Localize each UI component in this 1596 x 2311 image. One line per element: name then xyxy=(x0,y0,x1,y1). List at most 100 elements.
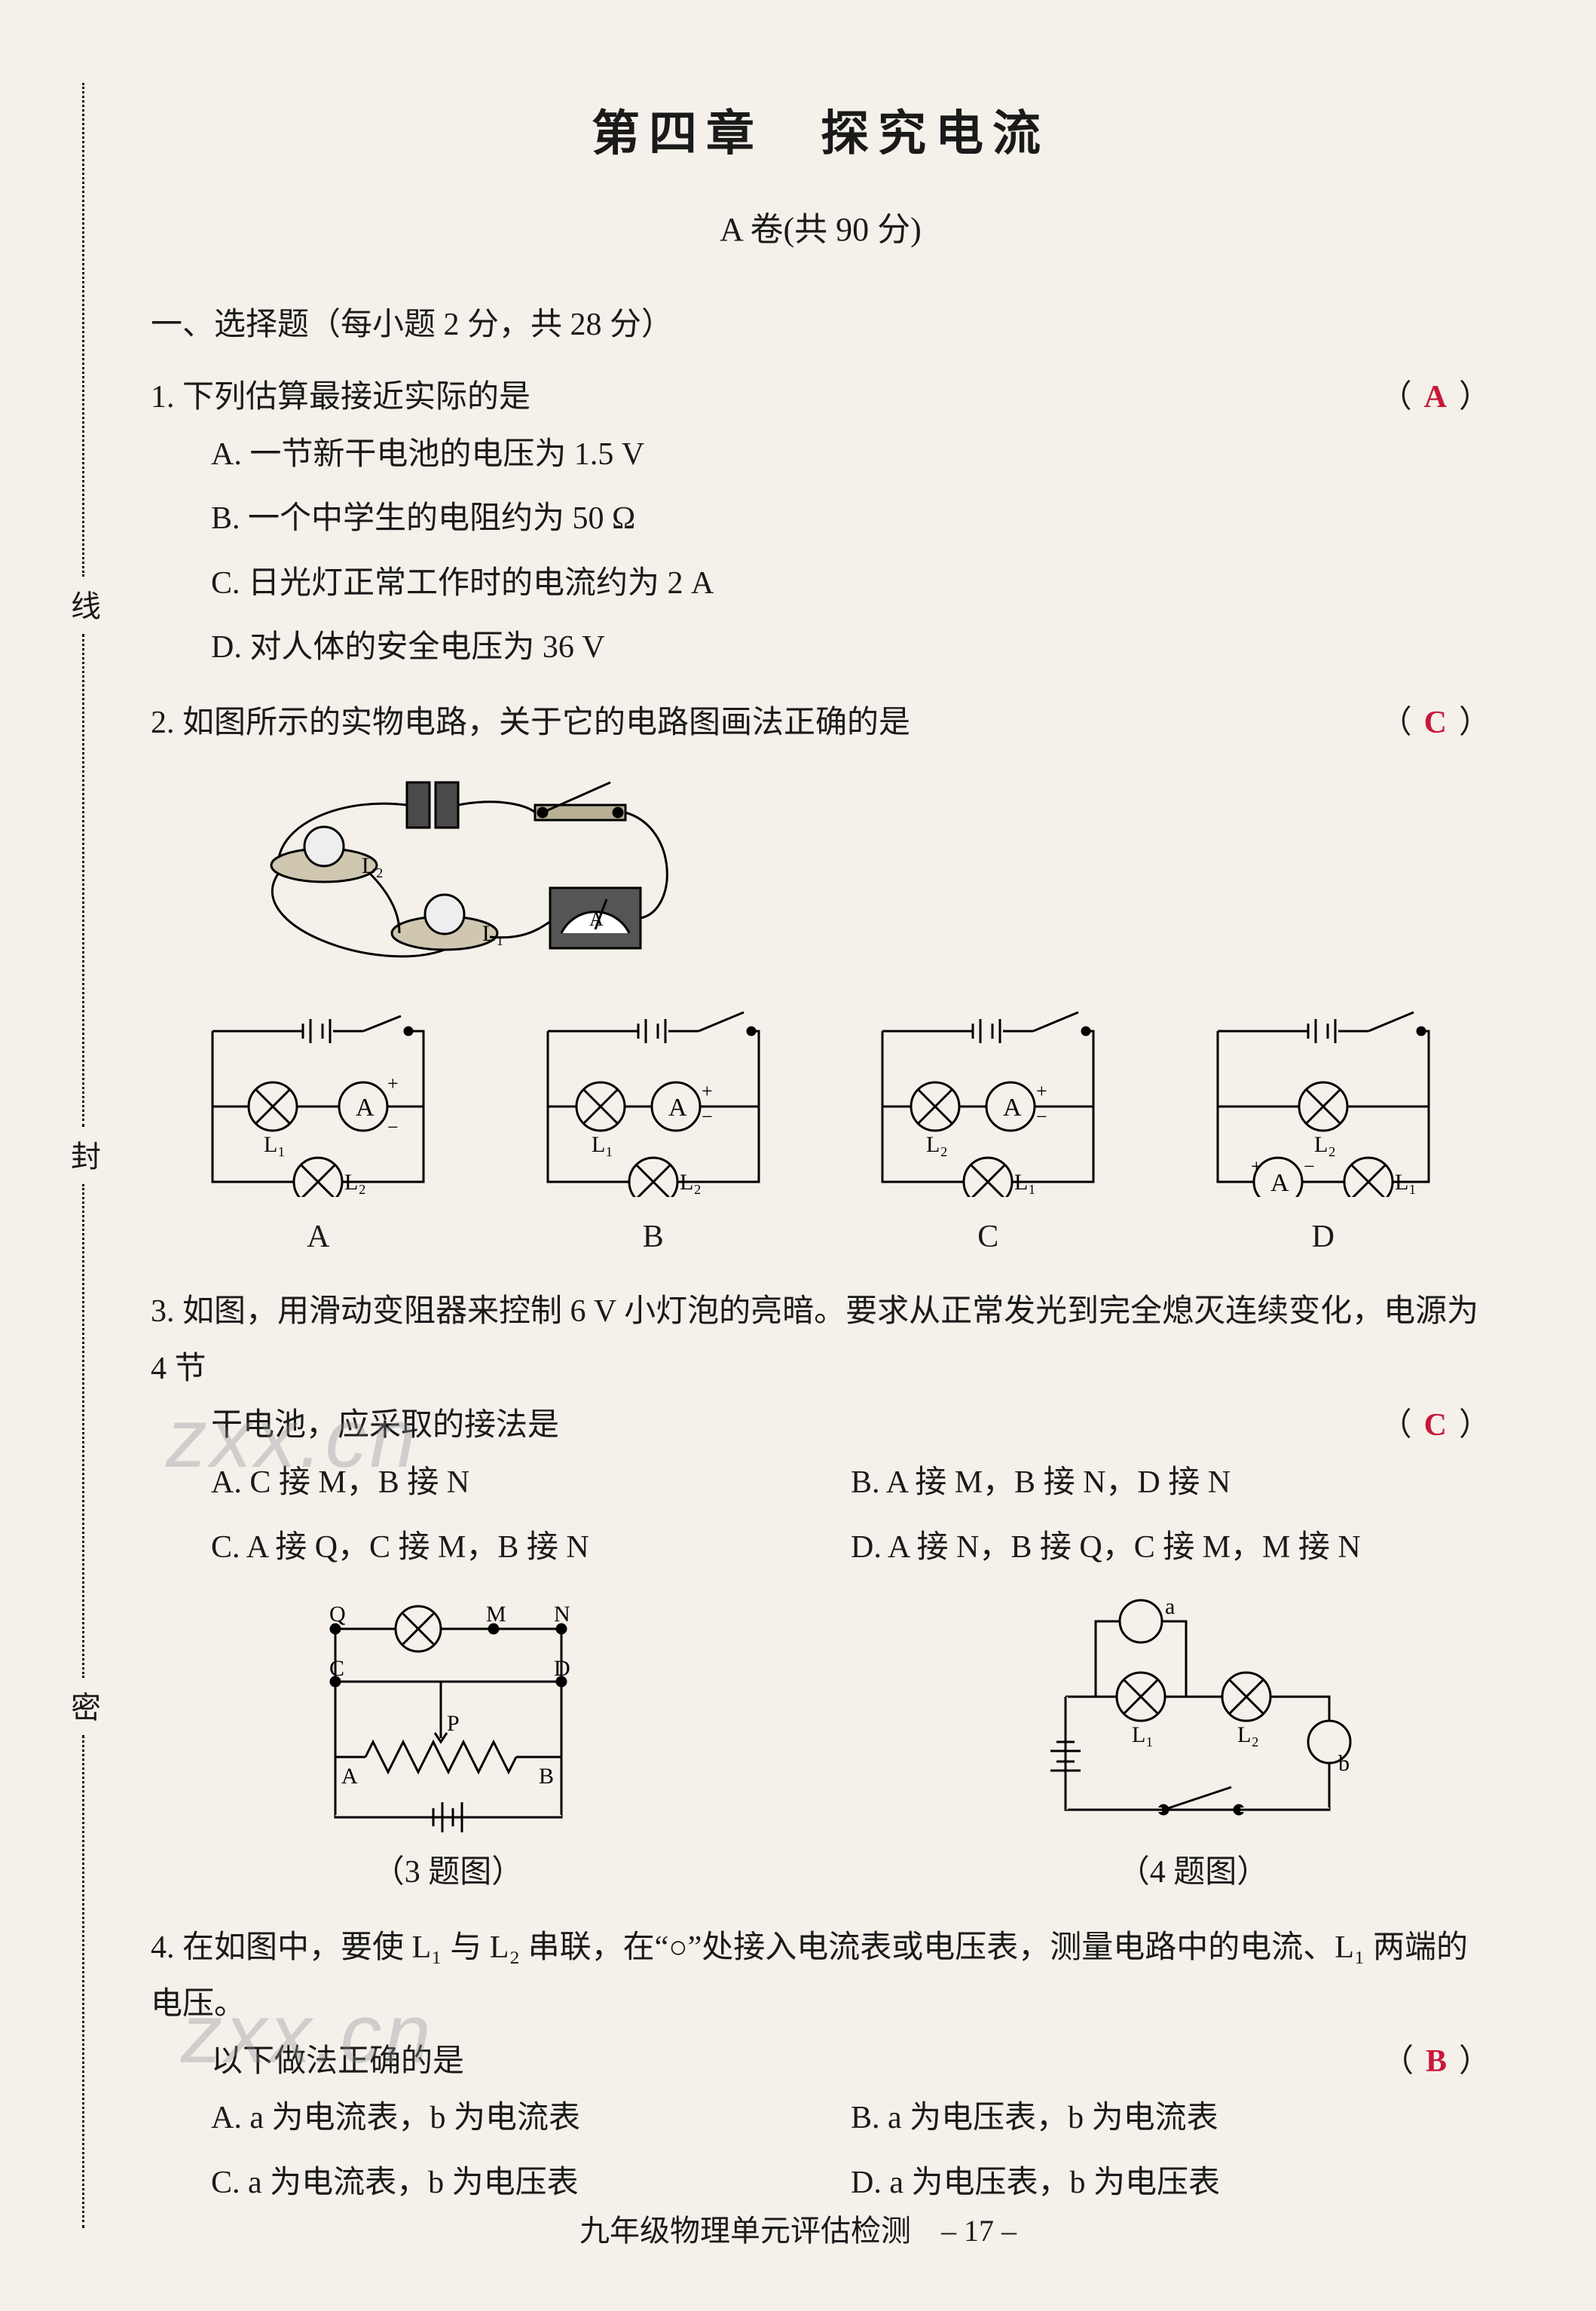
q3-figure: Q M N C D P xyxy=(151,1591,745,1902)
q4-opts-row1: A. a 为电流表，b 为电流表 B. a 为电压表，b 为电流表 xyxy=(151,2090,1491,2147)
svg-text:L₂: L₂ xyxy=(680,1170,702,1195)
binding-line xyxy=(82,83,84,577)
q2-answer-slot: （C） xyxy=(1380,695,1491,752)
q1-opt-a: A. 一节新干电池的电压为 1.5 V xyxy=(211,427,1491,484)
footer-text: 九年级物理单元评估检测 xyxy=(579,2214,911,2248)
q1-opt-b: B. 一个中学生的电阻约为 50 Ω xyxy=(211,491,1491,548)
q4-fig-label: （4 题图） xyxy=(1118,1844,1269,1902)
q2-answer: C xyxy=(1412,706,1459,740)
q2-label-a: A xyxy=(307,1209,329,1266)
q4-answer-slot: （B） xyxy=(1382,2034,1491,2091)
svg-text:+: + xyxy=(1251,1156,1262,1177)
circuit-d-svg: L₂ A + − L₁ xyxy=(1188,1001,1459,1197)
svg-text:−: − xyxy=(702,1106,713,1128)
svg-text:L₂: L₂ xyxy=(344,1170,366,1195)
binding-line xyxy=(82,634,84,1128)
q1-answer-slot: （A） xyxy=(1380,369,1491,427)
question-4: 4. 在如图中，要使 L₁ 与 L₂ 串联，在“○”处接入电流表或电压表，测量电… xyxy=(151,1920,1491,2212)
q2-diagram-d: L₂ A + − L₁ D xyxy=(1156,1001,1491,1266)
q3-opts-row2: C. A 接 Q，C 接 M，B 接 N D. A 接 N，B 接 Q，C 接 … xyxy=(151,1520,1491,1577)
question-2: 2. 如图所示的实物电路，关于它的电路图画法正确的是 （C） L₂ L₁ xyxy=(151,695,1491,1266)
svg-text:b: b xyxy=(1338,1751,1350,1776)
q3-answer: C xyxy=(1412,1408,1459,1443)
svg-text:A: A xyxy=(1003,1094,1022,1122)
svg-text:L₂: L₂ xyxy=(1237,1722,1259,1747)
q3-opt-d: D. A 接 N，B 接 Q，C 接 M，M 接 N xyxy=(851,1520,1491,1577)
svg-text:M: M xyxy=(486,1602,506,1627)
paper-subtitle: A 卷(共 90 分) xyxy=(151,200,1491,259)
q2-circuit-options: L₁ A + − L₂ A xyxy=(151,1001,1491,1266)
q1-answer: A xyxy=(1412,380,1459,415)
q3-circuit-svg: Q M N C D P xyxy=(290,1591,607,1832)
binding-line xyxy=(82,1184,84,1678)
q2-diagram-b: L₁ A + − L₂ B xyxy=(486,1001,821,1266)
q4-figure: L₁ L₂ a b xyxy=(896,1591,1491,1902)
svg-text:Q: Q xyxy=(329,1602,346,1627)
question-1: 1. 下列估算最接近实际的是 （A） A. 一节新干电池的电压为 1.5 V B… xyxy=(151,369,1491,677)
svg-text:a: a xyxy=(1165,1594,1175,1619)
svg-text:−: − xyxy=(1304,1156,1315,1177)
svg-text:B: B xyxy=(539,1764,554,1789)
q3-answer-slot: （C） xyxy=(1380,1397,1491,1455)
q2-diagram-a: L₁ A + − L₂ A xyxy=(151,1001,486,1266)
svg-text:+: + xyxy=(702,1080,713,1102)
q4-opt-b: B. a 为电压表，b 为电流表 xyxy=(851,2090,1491,2147)
paper-score: (共 90 分) xyxy=(784,211,922,248)
q2-label-d: D xyxy=(1312,1209,1335,1266)
svg-text:L₂: L₂ xyxy=(926,1132,948,1157)
q3-stem-line2-wrap: 干电池，应采取的接法是 （C） xyxy=(151,1397,1491,1455)
q3-opts-row1: A. C 接 M，B 接 N B. A 接 M，B 接 N，D 接 N xyxy=(151,1455,1491,1512)
q3-q4-figures: Q M N C D P xyxy=(151,1591,1491,1902)
section-1-heading: 一、选择题（每小题 2 分，共 28 分） xyxy=(151,297,1491,354)
q4-stem-line1: 4. 在如图中，要使 L₁ 与 L₂ 串联，在“○”处接入电流表或电压表，测量电… xyxy=(151,1920,1491,2034)
q4-circuit-svg: L₁ L₂ a b xyxy=(1028,1591,1359,1832)
q4-answer: B xyxy=(1414,2044,1459,2079)
q3-opt-b: B. A 接 M，B 接 N，D 接 N xyxy=(851,1455,1491,1512)
svg-text:A: A xyxy=(1270,1169,1289,1197)
svg-text:L₁: L₁ xyxy=(1014,1170,1036,1195)
svg-text:A: A xyxy=(356,1094,375,1122)
svg-text:−: − xyxy=(1036,1106,1047,1128)
svg-text:L₁: L₁ xyxy=(482,921,504,946)
q3-stem-line2: 干电池，应采取的接法是 xyxy=(211,1408,559,1443)
chapter-title: 第四章 探究电流 xyxy=(151,90,1491,177)
svg-text:P: P xyxy=(447,1711,460,1736)
svg-text:L₁: L₁ xyxy=(1132,1722,1154,1747)
svg-text:L₁: L₁ xyxy=(592,1132,613,1157)
q2-label-b: B xyxy=(643,1209,664,1266)
q2-label-c: C xyxy=(977,1209,998,1266)
q2-diagram-c: L₂ A + − L₁ C xyxy=(821,1001,1156,1266)
page-footer: 九年级物理单元评估检测 – 17 – xyxy=(0,2204,1596,2258)
physical-circuit-svg: L₂ L₁ A xyxy=(151,775,723,986)
q4-opt-a: A. a 为电流表，b 为电流表 xyxy=(211,2090,851,2147)
circuit-c-svg: L₂ A + − L₁ xyxy=(852,1001,1124,1197)
q4-stem-line2: 以下做法正确的是 xyxy=(211,2044,464,2079)
q2-physical-diagram: L₂ L₁ A xyxy=(151,775,1491,986)
svg-text:L₁: L₁ xyxy=(264,1132,286,1157)
svg-text:L₂: L₂ xyxy=(362,853,384,878)
svg-text:N: N xyxy=(554,1602,570,1627)
binding-char-1: 线 xyxy=(56,590,110,620)
q4-stem-line2-wrap: 以下做法正确的是 （B） xyxy=(151,2034,1491,2091)
svg-text:L₁: L₁ xyxy=(1395,1170,1417,1195)
circuit-a-svg: L₁ A + − L₂ xyxy=(182,1001,454,1197)
svg-text:A: A xyxy=(589,908,604,930)
svg-text:A: A xyxy=(668,1094,687,1122)
paper-label: A 卷 xyxy=(720,211,783,248)
svg-text:−: − xyxy=(387,1116,399,1138)
binding-char-3: 密 xyxy=(56,1691,110,1722)
q3-opt-a: A. C 接 M，B 接 N xyxy=(211,1455,851,1512)
q1-opt-c: C. 日光灯正常工作时的电流约为 2 A xyxy=(211,556,1491,613)
svg-text:A: A xyxy=(341,1764,358,1789)
question-3: 3. 如图，用滑动变阻器来控制 6 V 小灯泡的亮暗。要求从正常发光到完全熄灭连… xyxy=(151,1284,1491,1902)
svg-text:L₂: L₂ xyxy=(1314,1132,1336,1157)
q1-stem: 1. 下列估算最接近实际的是 （A） xyxy=(151,369,1491,427)
binding-line xyxy=(82,1735,84,2229)
q1-stem-text: 1. 下列估算最接近实际的是 xyxy=(151,380,530,415)
q1-options: A. 一节新干电池的电压为 1.5 V B. 一个中学生的电阻约为 50 Ω C… xyxy=(151,427,1491,677)
q3-fig-label: （3 题图） xyxy=(373,1844,524,1902)
binding-margin: 线 封 密 xyxy=(60,75,105,2236)
q3-stem-line1: 3. 如图，用滑动变阻器来控制 6 V 小灯泡的亮暗。要求从正常发光到完全熄灭连… xyxy=(151,1284,1491,1397)
footer-page: – 17 – xyxy=(941,2214,1017,2248)
circuit-b-svg: L₁ A + − L₂ xyxy=(518,1001,789,1197)
